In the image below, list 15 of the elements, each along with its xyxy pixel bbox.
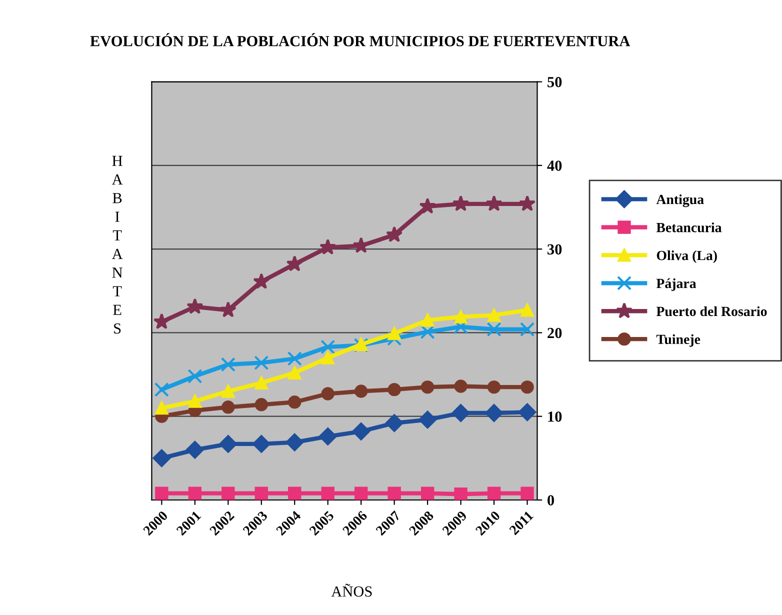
y-tick-label: 40 — [547, 160, 562, 171]
legend-label: Pájara — [656, 278, 696, 291]
legend-label: Betancuria — [656, 222, 722, 232]
legend-label: Tuineje — [656, 334, 700, 347]
y-tick-label: 30 — [548, 244, 562, 255]
y-tick-label: 0 — [548, 495, 554, 506]
legend-label: Puerto del Rosario — [656, 306, 767, 316]
x-axis-title: AÑOS — [331, 584, 372, 597]
y-tick-label: 50 — [548, 76, 562, 88]
chart-title: EVOLUCIÓN DE LA POBLACIÓN POR MUNICIPIOS DE FUERTEVENTURA — [90, 33, 630, 46]
y-tick-label: 10 — [548, 411, 562, 422]
legend-label: Oliva (La) — [656, 250, 717, 264]
y-tick-label: 20 — [548, 328, 562, 338]
legend-label: Antigua — [656, 194, 704, 208]
text: HABITANTES — [112, 156, 123, 334]
